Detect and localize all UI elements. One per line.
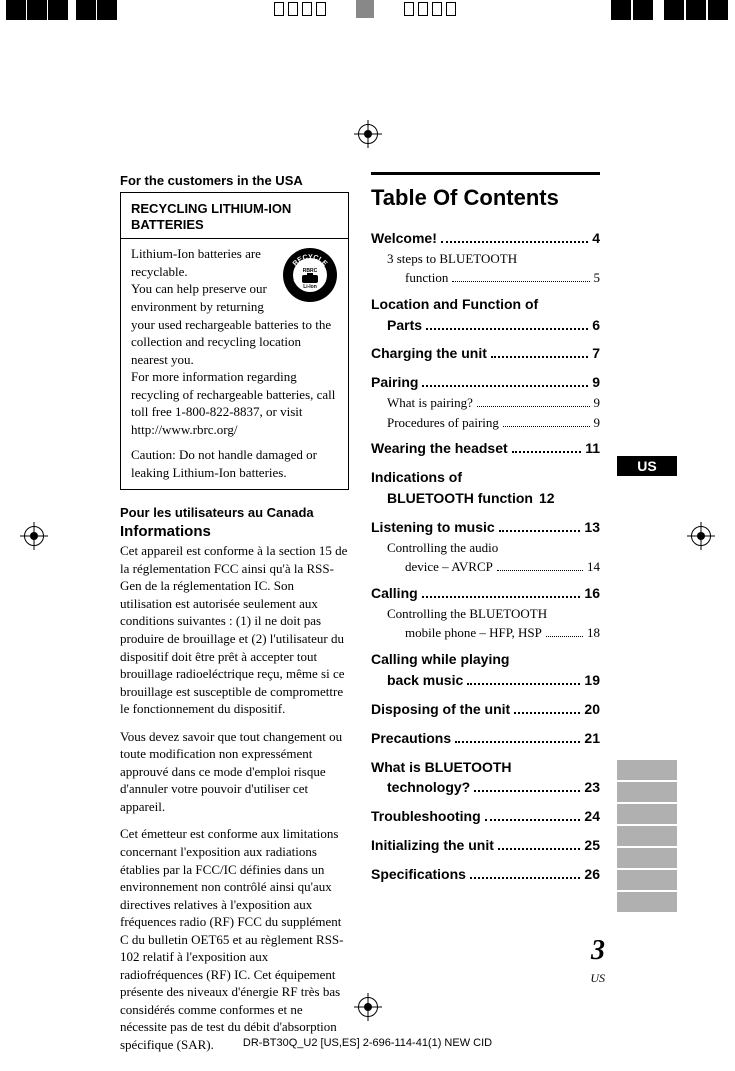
toc-entry: Troubleshooting24: [371, 807, 600, 826]
box-title: RECYCLING LITHIUM-ION BATTERIES: [131, 201, 338, 235]
toc-entry: Controlling the BLUETOOTH: [371, 605, 600, 623]
toc-entry: Location and Function of: [371, 295, 600, 314]
toc-entry: BLUETOOTH function12: [371, 489, 600, 508]
registration-mark: [354, 120, 382, 148]
toc-entry: Pairing9: [371, 373, 600, 392]
para-2: Vous devez savoir que tout changement ou…: [120, 728, 349, 816]
table-of-contents: Welcome!4 3 steps to BLUETOOTHfunction5 Lo…: [371, 229, 600, 884]
toc-entry: 3 steps to BLUETOOTH: [371, 250, 600, 268]
registration-mark: [20, 522, 48, 550]
recycling-box: RECYCLING LITHIUM-ION BATTERIES RECYCLE …: [120, 192, 349, 491]
toc-entry: device – AVRCP14: [371, 558, 600, 576]
box-caution: Caution: Do not handle damaged or leakin…: [131, 446, 338, 481]
toc-entry: Listening to music13: [371, 518, 600, 537]
toc-entry: Parts6: [371, 316, 600, 335]
canada-sub: Informations: [120, 522, 349, 542]
toc-entry: Disposing of the unit20: [371, 700, 600, 719]
page-content: For the customers in the USA RECYCLING L…: [120, 172, 600, 1064]
toc-entry: Controlling the audio: [371, 539, 600, 557]
toc-entry: Charging the unit7: [371, 344, 600, 363]
toc-entry: Specifications26: [371, 865, 600, 884]
usa-heading: For the customers in the USA: [120, 172, 349, 190]
toc-entry: technology?23: [371, 778, 600, 797]
page-number: 3 US: [590, 932, 605, 986]
svg-text:Li-Ion: Li-Ion: [303, 284, 317, 290]
toc-entry: mobile phone – HFP, HSP18: [371, 624, 600, 642]
footer-id: DR-BT30Q_U2 [US,ES] 2-696-114-41(1) NEW …: [0, 1036, 735, 1051]
toc-entry: What is pairing?9: [371, 394, 600, 412]
para-1: Cet appareil est conforme à la section 1…: [120, 542, 349, 717]
left-column: For the customers in the USA RECYCLING L…: [120, 172, 349, 1064]
registration-mark: [687, 522, 715, 550]
grey-tabs: [617, 760, 677, 914]
tab-us: US: [617, 456, 677, 476]
toc-entry: Calling16: [371, 584, 600, 603]
toc-entry: Precautions21: [371, 729, 600, 748]
toc-entry: Wearing the headset11: [371, 439, 600, 458]
language-tabs: US: [617, 456, 677, 478]
crop-marks-top: [0, 0, 735, 20]
toc-entry: Welcome!4: [371, 229, 600, 248]
right-column: Table Of Contents Welcome!4 3 steps to BL…: [371, 172, 600, 1064]
toc-entry: Calling while playing: [371, 650, 600, 669]
canada-heading: Pour les utilisateurs au Canada: [120, 504, 349, 522]
toc-entry: Procedures of pairing9: [371, 414, 600, 432]
toc-entry: function5: [371, 269, 600, 287]
recycle-icon: RECYCLE 1.800.822.8837 RBRC Li-Ion: [282, 247, 338, 303]
toc-entry: Initializing the unit25: [371, 836, 600, 855]
toc-entry: back music19: [371, 671, 600, 690]
toc-entry: Indications of: [371, 468, 600, 487]
toc-entry: What is BLUETOOTH: [371, 758, 600, 777]
para-3: Cet émetteur est conforme aux limitation…: [120, 825, 349, 1053]
toc-title: Table Of Contents: [371, 172, 600, 213]
